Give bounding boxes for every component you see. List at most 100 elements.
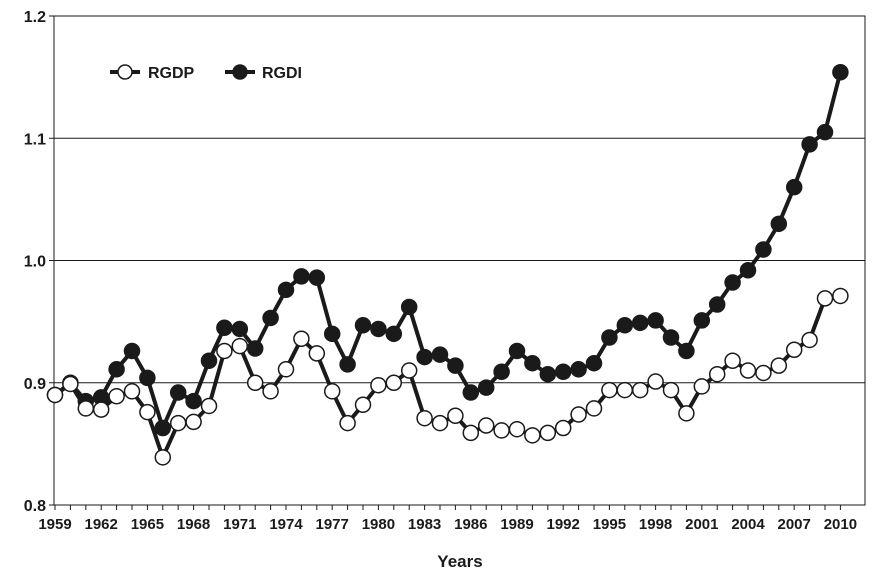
x-tick-label: 1992 — [547, 516, 580, 533]
point-rgdp-1962 — [92, 401, 110, 418]
series-rgdp — [46, 287, 849, 466]
point-rgdi-1965 — [139, 369, 156, 387]
point-rgdp-1991 — [539, 424, 557, 442]
x-tick-label: 1998 — [639, 516, 672, 533]
point-rgdi-2010 — [832, 63, 849, 81]
x-tick-label: 1983 — [408, 516, 441, 533]
point-rgdp-1966 — [154, 449, 172, 466]
y-tick-label: 1.1 — [24, 131, 46, 148]
point-rgdp-1997 — [631, 381, 649, 399]
x-axis-title: Years — [437, 552, 482, 571]
point-rgdi-1967 — [169, 384, 187, 401]
point-rgdp-2010 — [832, 287, 849, 305]
legend-label-rgdp: RGDP — [148, 65, 195, 82]
x-axis-ticks: 1959 1962 1965 1968 1971 1974 1977 1980 1983 1986… — [38, 505, 857, 533]
point-rgdi-1981 — [385, 325, 403, 343]
point-rgdi-1966 — [154, 419, 172, 437]
x-tick-label: 1971 — [223, 516, 256, 533]
point-rgdp-1985 — [447, 407, 464, 425]
point-rgdp-2000 — [678, 405, 695, 422]
point-rgdi-1964 — [123, 342, 141, 360]
point-rgdi-2002 — [708, 296, 726, 313]
point-rgdp-1963 — [108, 387, 125, 405]
point-rgdi-2004 — [739, 262, 757, 279]
point-rgdp-1967 — [169, 414, 187, 432]
point-rgdi-1978 — [339, 356, 356, 373]
point-rgdp-1996 — [616, 381, 634, 399]
point-rgdi-2005 — [755, 241, 772, 258]
point-rgdi-1971 — [231, 320, 249, 338]
point-rgdp-1990 — [524, 427, 541, 444]
point-rgdp-2003 — [724, 352, 741, 369]
point-rgdi-1974 — [277, 281, 295, 299]
point-rgdi-1970 — [216, 319, 233, 336]
point-rgdp-1994 — [585, 400, 603, 417]
point-rgdi-1996 — [616, 317, 634, 334]
point-rgdp-2005 — [755, 364, 772, 382]
point-rgdi-1982 — [400, 298, 418, 316]
point-rgdi-2003 — [724, 274, 741, 291]
point-rgdp-1976 — [308, 345, 326, 362]
point-rgdi-1990 — [524, 354, 541, 372]
point-rgdp-1981 — [385, 374, 403, 391]
y-tick-label: 0.9 — [24, 376, 46, 393]
point-rgdp-1971 — [231, 337, 249, 355]
x-tick-label: 1995 — [593, 516, 626, 533]
series-line-rgdi — [53, 71, 843, 430]
x-tick-label: 1974 — [269, 516, 303, 533]
point-rgdi-1993 — [570, 361, 587, 378]
x-tick-label: 1977 — [316, 516, 349, 533]
point-rgdi-1973 — [262, 309, 279, 327]
x-tick-label: 1989 — [500, 516, 533, 533]
point-rgdp-1980 — [370, 376, 387, 394]
point-rgdi-1977 — [323, 325, 341, 343]
x-tick-label: 2001 — [685, 516, 718, 533]
point-rgdp-1987 — [477, 417, 495, 434]
point-rgdi-1975 — [293, 268, 310, 285]
point-rgdp-1965 — [139, 403, 156, 421]
y-tick-label: 1.2 — [24, 9, 46, 26]
point-rgdp-2002 — [708, 365, 726, 383]
legend-label-rgdi: RGDI — [262, 65, 302, 82]
x-tick-label: 1986 — [454, 516, 487, 533]
point-rgdp-1972 — [246, 374, 264, 391]
point-rgdi-1999 — [662, 329, 680, 346]
point-rgdp-2009 — [816, 290, 834, 307]
point-rgdi-1989 — [508, 342, 526, 360]
point-rgdp-2004 — [739, 362, 757, 379]
point-rgdi-1991 — [539, 365, 557, 383]
point-rgdi-2000 — [678, 342, 695, 360]
point-rgdp-2007 — [785, 341, 803, 358]
point-rgdi-1987 — [477, 379, 495, 396]
legend-marker-rgdp — [117, 64, 133, 80]
x-tick-label: 2007 — [778, 516, 811, 533]
point-rgdi-1985 — [447, 357, 464, 374]
point-rgdp-1993 — [570, 406, 587, 423]
point-rgdi-1979 — [354, 317, 372, 334]
point-rgdp-1992 — [554, 419, 572, 437]
point-rgdp-1982 — [400, 362, 418, 379]
point-rgdp-2006 — [770, 357, 788, 374]
point-rgdp-1968 — [185, 413, 202, 431]
point-rgdi-1992 — [554, 363, 572, 380]
point-rgdi-1995 — [601, 329, 618, 346]
point-rgdi-2007 — [785, 178, 803, 196]
point-rgdi-2009 — [816, 123, 834, 141]
x-tick-label: 2010 — [824, 516, 857, 533]
x-tick-label: 1980 — [362, 516, 395, 533]
point-rgdp-1989 — [508, 420, 526, 438]
point-rgdp-1974 — [277, 361, 295, 378]
x-tick-label: 2004 — [731, 516, 765, 533]
y-tick-label: 1.0 — [24, 254, 46, 271]
legend: RGDP RGDI — [110, 64, 302, 82]
point-rgdi-2006 — [770, 215, 788, 233]
x-tick-label: 1962 — [85, 516, 118, 533]
point-rgdp-1979 — [354, 396, 372, 414]
series-rgdi — [46, 63, 849, 437]
series-lines — [46, 63, 849, 466]
point-rgdp-1959 — [46, 386, 64, 404]
y-axis-ticks: 0.8 0.9 1.0 1.1 1.2 — [24, 9, 54, 515]
point-rgdp-1995 — [601, 381, 618, 399]
point-rgdp-1960 — [62, 375, 79, 393]
